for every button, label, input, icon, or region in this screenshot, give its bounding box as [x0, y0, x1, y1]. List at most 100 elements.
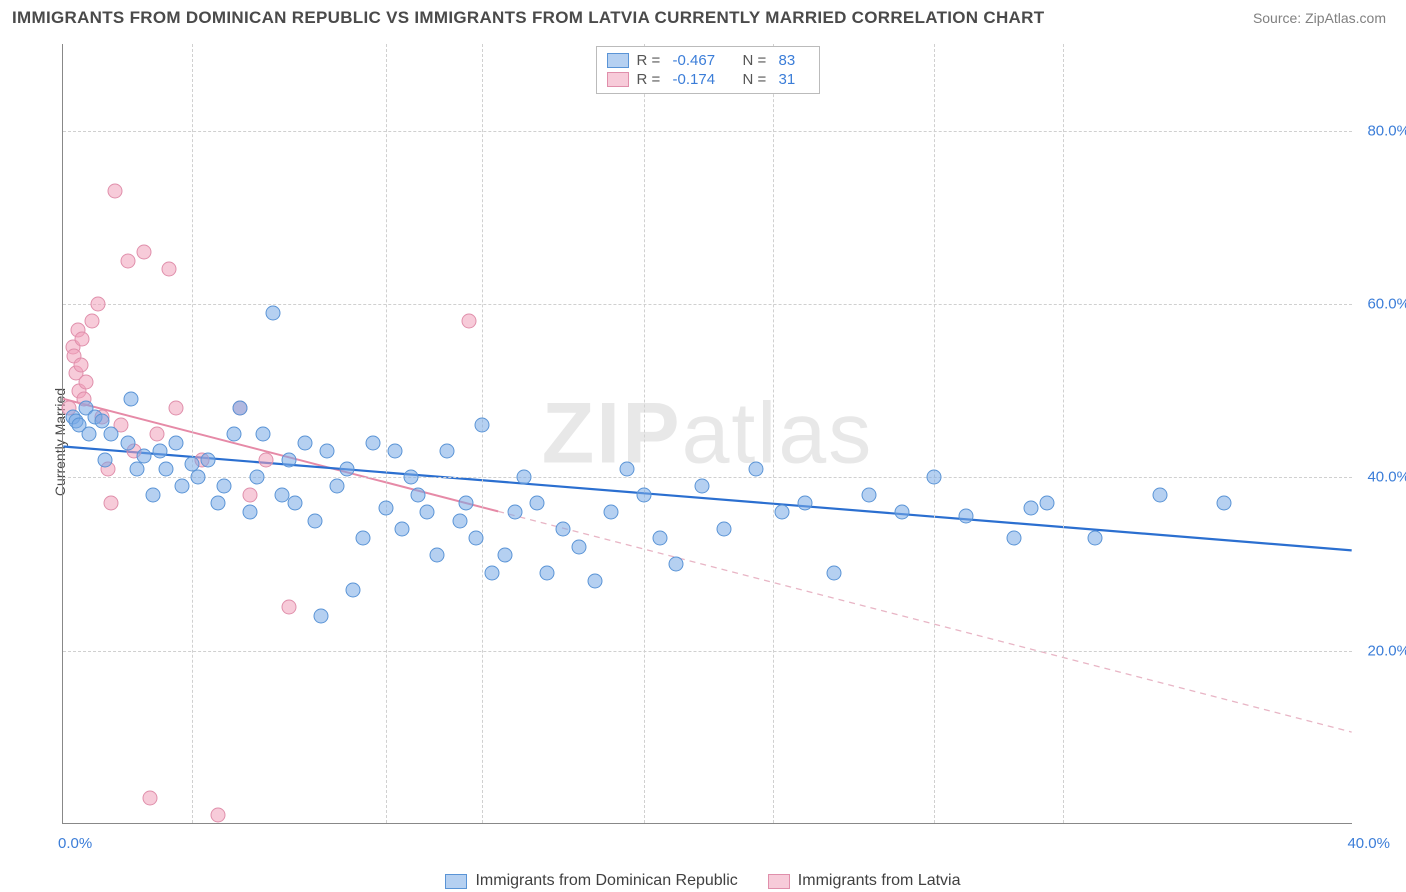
point-series-a: [243, 505, 258, 520]
legend-correlation-box: R = -0.467 N = 83 R = -0.174 N = 31: [596, 46, 820, 94]
point-series-a: [410, 487, 425, 502]
header: IMMIGRANTS FROM DOMINICAN REPUBLIC VS IM…: [0, 0, 1406, 32]
point-series-b: [462, 314, 477, 329]
point-series-b: [210, 808, 225, 823]
point-series-a: [539, 565, 554, 580]
point-series-a: [152, 444, 167, 459]
point-series-a: [572, 539, 587, 554]
legend-label-b: Immigrants from Latvia: [798, 872, 961, 890]
point-series-b: [75, 331, 90, 346]
x-tick-max: 40.0%: [1347, 835, 1390, 852]
n-value-b: 31: [779, 71, 809, 88]
point-series-a: [604, 505, 619, 520]
gridline-v: [386, 44, 387, 823]
y-tick-label: 80.0%: [1367, 122, 1406, 139]
point-series-a: [530, 496, 545, 511]
n-value-a: 83: [779, 52, 809, 69]
point-series-a: [430, 548, 445, 563]
point-series-a: [330, 479, 345, 494]
point-series-b: [85, 314, 100, 329]
point-series-a: [168, 435, 183, 450]
gridline-h: [63, 131, 1352, 132]
swatch-series-a: [607, 53, 629, 68]
point-series-a: [388, 444, 403, 459]
point-series-a: [249, 470, 264, 485]
point-series-a: [210, 496, 225, 511]
r-value-b: -0.174: [673, 71, 735, 88]
y-tick-label: 60.0%: [1367, 296, 1406, 313]
point-series-b: [73, 357, 88, 372]
swatch-series-b: [607, 72, 629, 87]
point-series-a: [146, 487, 161, 502]
gridline-v: [934, 44, 935, 823]
point-series-b: [136, 245, 151, 260]
point-series-a: [233, 401, 248, 416]
point-series-a: [175, 479, 190, 494]
point-series-a: [452, 513, 467, 528]
point-series-a: [475, 418, 490, 433]
point-series-a: [288, 496, 303, 511]
point-series-a: [694, 479, 709, 494]
point-series-a: [346, 583, 361, 598]
point-series-a: [94, 414, 109, 429]
gridline-v: [644, 44, 645, 823]
point-series-a: [394, 522, 409, 537]
y-tick-label: 20.0%: [1367, 642, 1406, 659]
point-series-a: [1152, 487, 1167, 502]
point-series-a: [555, 522, 570, 537]
point-series-a: [484, 565, 499, 580]
point-series-a: [378, 500, 393, 515]
point-series-a: [717, 522, 732, 537]
point-series-a: [439, 444, 454, 459]
point-series-a: [123, 392, 138, 407]
gridline-v: [192, 44, 193, 823]
point-series-a: [320, 444, 335, 459]
point-series-b: [168, 401, 183, 416]
point-series-a: [255, 427, 270, 442]
point-series-a: [468, 531, 483, 546]
r-value-a: -0.467: [673, 52, 735, 69]
chart-title: IMMIGRANTS FROM DOMINICAN REPUBLIC VS IM…: [12, 8, 1044, 28]
legend-row-a: R = -0.467 N = 83: [607, 51, 809, 70]
point-series-a: [226, 427, 241, 442]
point-series-a: [1088, 531, 1103, 546]
point-series-b: [259, 453, 274, 468]
gridline-v: [1063, 44, 1064, 823]
point-series-a: [826, 565, 841, 580]
point-series-a: [314, 609, 329, 624]
point-series-a: [159, 461, 174, 476]
point-series-a: [404, 470, 419, 485]
point-series-a: [120, 435, 135, 450]
point-series-a: [265, 305, 280, 320]
plot-area: ZIPatlas R = -0.467 N = 83 R = -0.174 N …: [62, 44, 1352, 824]
point-series-a: [420, 505, 435, 520]
legend-row-b: R = -0.174 N = 31: [607, 70, 809, 89]
point-series-b: [281, 600, 296, 615]
point-series-a: [281, 453, 296, 468]
point-series-a: [339, 461, 354, 476]
x-tick-min: 0.0%: [58, 835, 92, 852]
point-series-a: [862, 487, 877, 502]
point-series-a: [1039, 496, 1054, 511]
swatch-a-icon: [445, 874, 467, 889]
point-series-a: [926, 470, 941, 485]
point-series-a: [81, 427, 96, 442]
point-series-a: [297, 435, 312, 450]
point-series-a: [191, 470, 206, 485]
swatch-b-icon: [768, 874, 790, 889]
point-series-a: [130, 461, 145, 476]
point-series-a: [459, 496, 474, 511]
gridline-v: [773, 44, 774, 823]
point-series-b: [143, 791, 158, 806]
point-series-a: [307, 513, 322, 528]
point-series-a: [517, 470, 532, 485]
point-series-a: [104, 427, 119, 442]
point-series-a: [355, 531, 370, 546]
point-series-a: [497, 548, 512, 563]
point-series-a: [636, 487, 651, 502]
point-series-a: [1217, 496, 1232, 511]
point-series-b: [78, 375, 93, 390]
gridline-h: [63, 304, 1352, 305]
chart-container: IMMIGRANTS FROM DOMINICAN REPUBLIC VS IM…: [0, 0, 1406, 892]
y-tick-label: 40.0%: [1367, 469, 1406, 486]
